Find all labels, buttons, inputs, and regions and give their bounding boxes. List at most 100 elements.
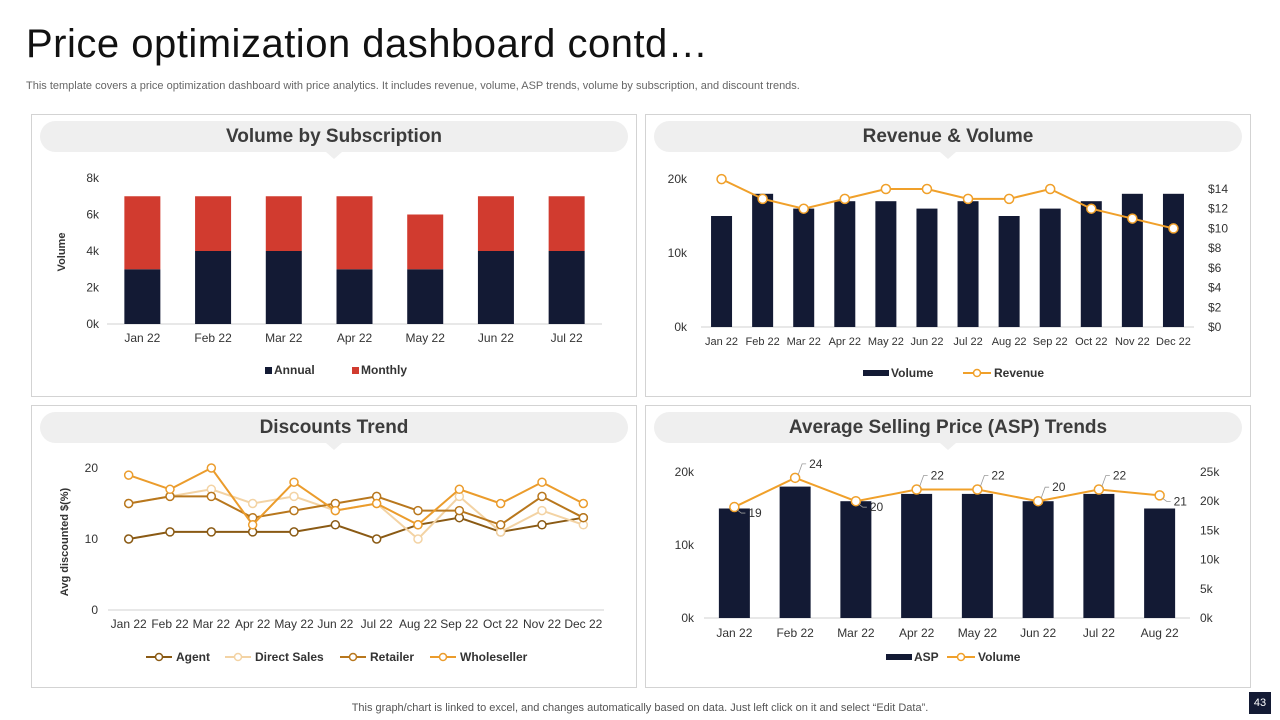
legend-marker-retailer: [348, 652, 358, 662]
y-tick-label: 10k: [668, 246, 688, 260]
x-tick-label: Aug 22: [1141, 626, 1179, 640]
bar-monthly: [124, 196, 161, 270]
y2-tick-label: $12: [1208, 202, 1228, 216]
subscription-panel[interactable]: Volume by Subscription 0k 2k 4k 6k 8k Jan 22 F…: [31, 114, 637, 397]
x-tick-label: Apr 22: [899, 626, 935, 640]
bar-asp: [901, 493, 933, 618]
bar-volume: [1121, 193, 1143, 327]
y2-tick-label: 5k: [1200, 582, 1214, 596]
bar-asp: [840, 501, 872, 618]
discounts-panel-header: Discounts Trend: [40, 412, 628, 450]
legend-swatch-asp: [886, 654, 912, 660]
asp-panel[interactable]: Average Selling Price (ASP) Trends 0k 10k…: [645, 405, 1251, 688]
x-tick-label: Sep 22: [440, 617, 478, 631]
subscription-panel-header: Volume by Subscription: [40, 121, 628, 159]
y-tick-label: 20k: [675, 465, 695, 479]
point-wholeseller: [165, 484, 175, 495]
y-tick-label: 8k: [86, 171, 100, 185]
bar-annual: [124, 269, 161, 324]
legend-label-volume: Volume: [891, 366, 934, 380]
x-tick-label: Jan 22: [705, 336, 738, 348]
subscription-chart[interactable]: 0k 2k 4k 6k 8k Jan 22 Feb 22 Mar 22 Apr 22 May 22…: [32, 115, 636, 396]
revenue-volume-chart[interactable]: 0k 10k 20k $0 $2 $4 $6 $8 $10 $12 $14 Jan 22 Feb 22 M…: [646, 115, 1250, 396]
bar-annual: [477, 251, 514, 324]
y-axis-title: Avg discounted $(%): [59, 487, 71, 596]
point-volume: [789, 472, 801, 484]
x-tick-label: Nov 22: [523, 617, 561, 631]
revenue-volume-notch: [940, 152, 956, 159]
point-revenue: [962, 193, 974, 205]
y-tick-label: 0k: [86, 317, 100, 331]
revenue-volume-panel[interactable]: Revenue & Volume 0k 10k 20k $0 $2 $4 $6 $8 $10 $1…: [645, 114, 1251, 397]
point-revenue: [1086, 203, 1097, 214]
x-tick-label: Sep 22: [1033, 336, 1068, 348]
x-tick-label: Mar 22: [193, 617, 231, 631]
point-retailer: [578, 512, 589, 523]
x-tick-label: Jun 22: [1020, 626, 1056, 640]
y2-tick-label: $0: [1208, 320, 1222, 334]
point-revenue: [798, 203, 809, 214]
bar-monthly: [265, 196, 302, 251]
page-number: 43: [1249, 692, 1271, 714]
data-label: 20: [870, 500, 884, 514]
point-retailer: [123, 498, 134, 509]
point-volume: [972, 484, 983, 495]
y-tick-label: 20: [85, 461, 99, 475]
legend-marker-volume: [956, 652, 966, 662]
line-volume: [733, 476, 1160, 508]
legend-label-annual: Annual: [274, 363, 315, 377]
asp-panel-header: Average Selling Price (ASP) Trends: [654, 412, 1242, 450]
point-agent: [330, 520, 341, 530]
page-title: Price optimization dashboard contd…: [26, 22, 709, 66]
bar-asp: [1022, 501, 1054, 618]
y-tick-label: 0k: [681, 611, 695, 625]
x-tick-label: Dec 22: [564, 617, 602, 631]
point-retailer: [413, 505, 423, 516]
bar-volume: [752, 193, 774, 327]
legend-marker-wholeseller: [438, 652, 448, 662]
point-direct-sales: [289, 491, 299, 502]
point-direct-sales: [247, 498, 258, 509]
x-tick-label: Aug 22: [399, 617, 437, 631]
revenue-volume-panel-header: Revenue & Volume: [654, 121, 1242, 159]
x-tick-label: May 22: [406, 331, 446, 345]
data-label: 21: [1174, 494, 1188, 508]
legend-label-direct-sales: Direct Sales: [255, 650, 324, 664]
asp-chart[interactable]: 0k 10k 20k 0k 5k 10k 15k 20k 25k Jan 22 Feb 22 Mar …: [646, 406, 1250, 687]
x-tick-label: Mar 22: [837, 626, 875, 640]
y-tick-label: 0: [91, 603, 98, 617]
legend-swatch-annual: [265, 367, 272, 374]
x-tick-label: Jun 22: [317, 617, 353, 631]
point-wholeseller: [247, 520, 258, 530]
x-tick-label: Oct 22: [1075, 336, 1107, 348]
point-wholeseller: [371, 498, 382, 509]
x-tick-label: Mar 22: [265, 331, 303, 345]
legend-marker-direct-sales: [233, 652, 243, 662]
point-wholeseller: [289, 477, 299, 487]
y2-tick-label: 15k: [1200, 523, 1220, 537]
point-volume: [1154, 490, 1165, 501]
discounts-chart[interactable]: 0 10 20 Jan 22 Feb 22 Mar 22 Apr 22 May 22 Jun 2…: [32, 406, 636, 687]
discounts-panel[interactable]: Discounts Trend 0 10 20 Jan 22 Feb 22 Mar 22 A…: [31, 405, 637, 688]
data-label: 22: [1113, 469, 1127, 483]
discounts-title: Discounts Trend: [259, 417, 409, 438]
y-axis-title: Volume: [56, 233, 68, 272]
x-tick-label: Feb 22: [746, 336, 780, 348]
x-tick-label: Aug 22: [992, 336, 1027, 348]
x-tick-label: Jan 22: [111, 617, 147, 631]
legend-marker-agent: [154, 652, 164, 662]
point-agent: [537, 520, 547, 530]
bar-volume: [1162, 193, 1184, 327]
bar-volume: [793, 208, 815, 327]
x-tick-label: Jul 22: [1083, 626, 1115, 640]
data-label: 22: [991, 469, 1005, 483]
revenue-volume-title: Revenue & Volume: [862, 126, 1034, 147]
point-volume: [1093, 484, 1105, 495]
bar-annual: [195, 251, 232, 324]
data-label-leader: [1101, 475, 1110, 487]
point-agent: [289, 527, 299, 537]
bar-annual: [548, 251, 585, 324]
bar-annual: [265, 251, 302, 324]
bar-monthly: [548, 196, 585, 251]
legend-label-retailer: Retailer: [370, 650, 414, 664]
